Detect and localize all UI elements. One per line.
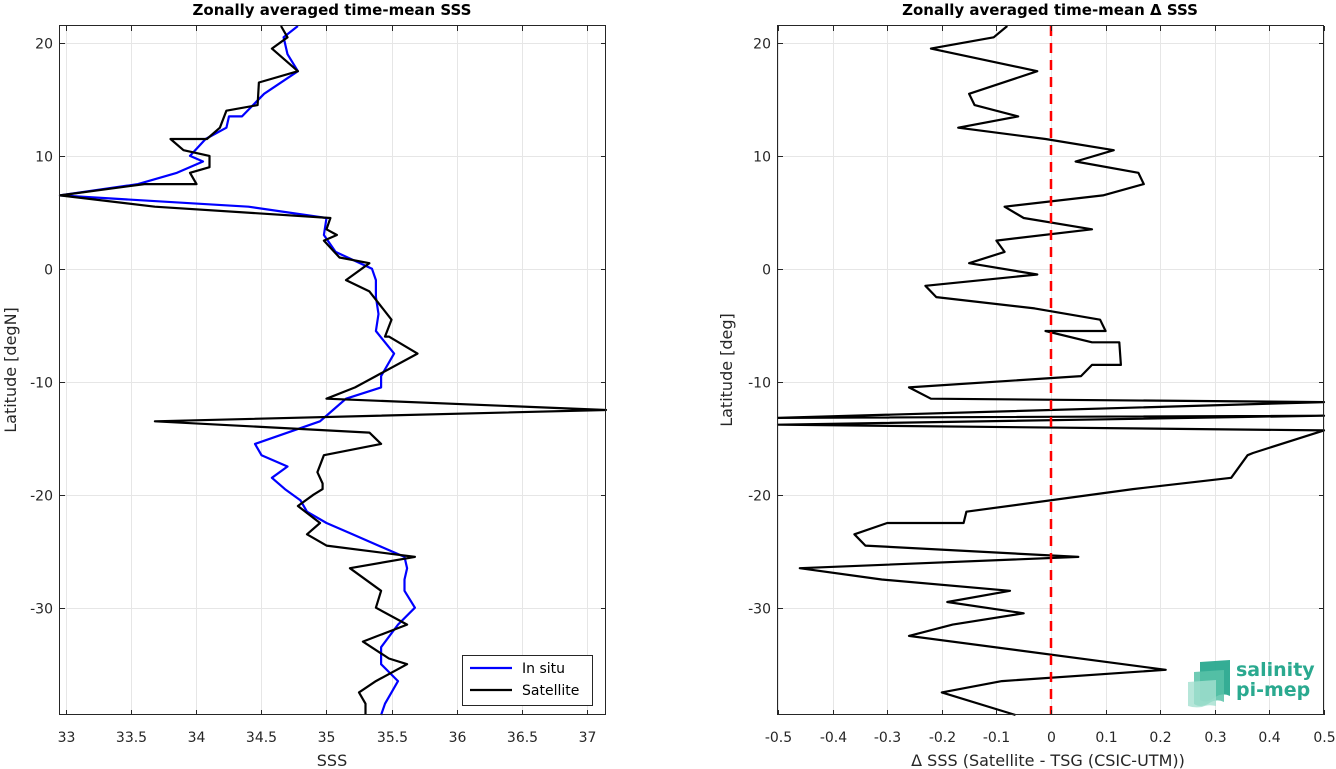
left-series-line-in-situ [58, 25, 416, 716]
left-x-tick-label: 34 [188, 730, 206, 746]
left-y-tick-label: -10 [30, 376, 53, 392]
left-x-tick-label: 36 [449, 730, 467, 746]
left-x-tick-label: 33 [58, 730, 76, 746]
right-x-tick-label: 0 [1047, 730, 1056, 746]
right-x-tick-label: -0.4 [820, 730, 847, 746]
right-x-tick-label: 0.4 [1258, 730, 1280, 746]
left-x-tick-label: 35 [318, 730, 336, 746]
right-y-axis-label: Latitude [deg] [717, 313, 736, 427]
left-series [58, 25, 608, 716]
left-y-tick-label: -20 [30, 489, 53, 505]
right-series [776, 25, 1326, 717]
left-y-tick-label: -30 [30, 602, 53, 618]
legend: In situ Satellite [462, 655, 593, 706]
left-x-tick-label: 35.5 [377, 730, 408, 746]
right-x-axis-label: Δ SSS (Satellite - TSG (CSIC-UTM)) [911, 751, 1185, 769]
left-y-axis-label: Latitude [degN] [1, 307, 20, 433]
right-series-line-delta-sss [776, 25, 1326, 717]
legend-box [462, 655, 593, 706]
legend-label-in-situ: In situ [522, 661, 565, 677]
left-x-tick-label: 34.5 [246, 730, 277, 746]
right-x-tick-label: -0.3 [874, 730, 901, 746]
right-x-tick-label: 0.1 [1095, 730, 1117, 746]
right-x-tick-label: -0.2 [929, 730, 956, 746]
left-x-tick-label: 33.5 [116, 730, 147, 746]
left-x-tick-label: 36.5 [507, 730, 538, 746]
left-axes-frame [59, 25, 606, 715]
right-y-tick-label: -30 [748, 602, 771, 618]
left-y-tick-label: 10 [35, 150, 53, 166]
left-x-axis-label: SSS [317, 751, 347, 769]
right-ticks: -0.5 -0.4 -0.3 -0.2 -0.1 0 0.1 0.2 0.3 0.4 0.5 20 10… [748, 26, 1336, 746]
right-x-tick-label: 0.5 [1313, 730, 1335, 746]
left-grid [60, 26, 606, 715]
right-axes-frame [777, 25, 1324, 715]
left-chart-title: Zonally averaged time-mean SSS [193, 1, 472, 19]
right-y-tick-label: -20 [748, 489, 771, 505]
delta-sss-panel: -0.5 -0.4 -0.3 -0.2 -0.1 0 0.1 0.2 0.3 0.4 0.5 20 10… [717, 1, 1336, 769]
legend-label-satellite: Satellite [522, 683, 579, 699]
right-chart-title: Zonally averaged time-mean Δ SSS [902, 1, 1198, 19]
salinity-pi-mep-logo: salinity pi-mep [1186, 658, 1316, 708]
left-y-tick-label: 20 [35, 37, 53, 53]
left-ticks: 33 33.5 34 34.5 35 35.5 36 36.5 37 20 10 0 -10 -20 -30 [30, 26, 606, 746]
right-x-tick-label: -0.5 [765, 730, 792, 746]
left-x-tick-label: 37 [579, 730, 597, 746]
waves-logo-icon [1188, 660, 1230, 708]
logo-text-pi-mep: pi-mep [1236, 679, 1311, 701]
right-y-tick-label: 10 [753, 150, 771, 166]
sss-panel: 33 33.5 34 34.5 35 35.5 36 36.5 37 20 10 0 -10 -20 -30… [1, 1, 608, 769]
right-x-tick-label: -0.1 [983, 730, 1010, 746]
logo-text-salinity: salinity [1236, 659, 1315, 681]
right-y-tick-label: 0 [762, 263, 771, 279]
left-series-line-satellite [58, 25, 608, 715]
right-y-tick-label: 20 [753, 37, 771, 53]
right-y-tick-label: -10 [748, 376, 771, 392]
right-x-tick-label: 0.3 [1204, 730, 1226, 746]
right-x-tick-label: 0.2 [1149, 730, 1171, 746]
left-y-tick-label: 0 [44, 263, 53, 279]
